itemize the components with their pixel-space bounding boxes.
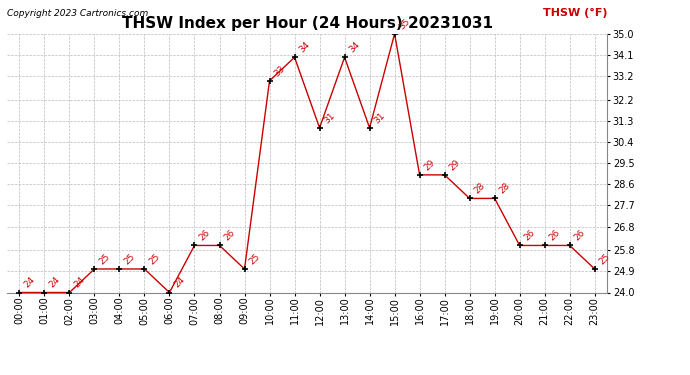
Text: 25: 25	[97, 252, 112, 266]
Text: 25: 25	[598, 252, 612, 266]
Text: 29: 29	[422, 158, 437, 172]
Text: 24: 24	[72, 275, 86, 290]
Text: 24: 24	[47, 275, 61, 290]
Text: 33: 33	[273, 63, 287, 78]
Text: 25: 25	[122, 252, 137, 266]
Text: 34: 34	[347, 40, 362, 54]
Text: 26: 26	[197, 228, 212, 243]
Text: 24: 24	[22, 275, 37, 290]
Text: THSW (°F): THSW (°F)	[543, 8, 607, 18]
Text: 34: 34	[297, 40, 312, 54]
Text: 28: 28	[473, 181, 487, 196]
Text: 26: 26	[547, 228, 562, 243]
Text: Copyright 2023 Cartronics.com: Copyright 2023 Cartronics.com	[7, 9, 148, 18]
Text: 26: 26	[573, 228, 587, 243]
Text: 25: 25	[247, 252, 262, 266]
Text: 25: 25	[147, 252, 161, 266]
Text: 26: 26	[222, 228, 237, 243]
Text: 31: 31	[373, 111, 387, 125]
Text: 24: 24	[172, 275, 186, 290]
Text: 31: 31	[322, 111, 337, 125]
Text: 28: 28	[497, 181, 512, 196]
Text: 26: 26	[522, 228, 537, 243]
Text: 35: 35	[397, 16, 412, 31]
Title: THSW Index per Hour (24 Hours) 20231031: THSW Index per Hour (24 Hours) 20231031	[121, 16, 493, 31]
Text: 29: 29	[447, 158, 462, 172]
